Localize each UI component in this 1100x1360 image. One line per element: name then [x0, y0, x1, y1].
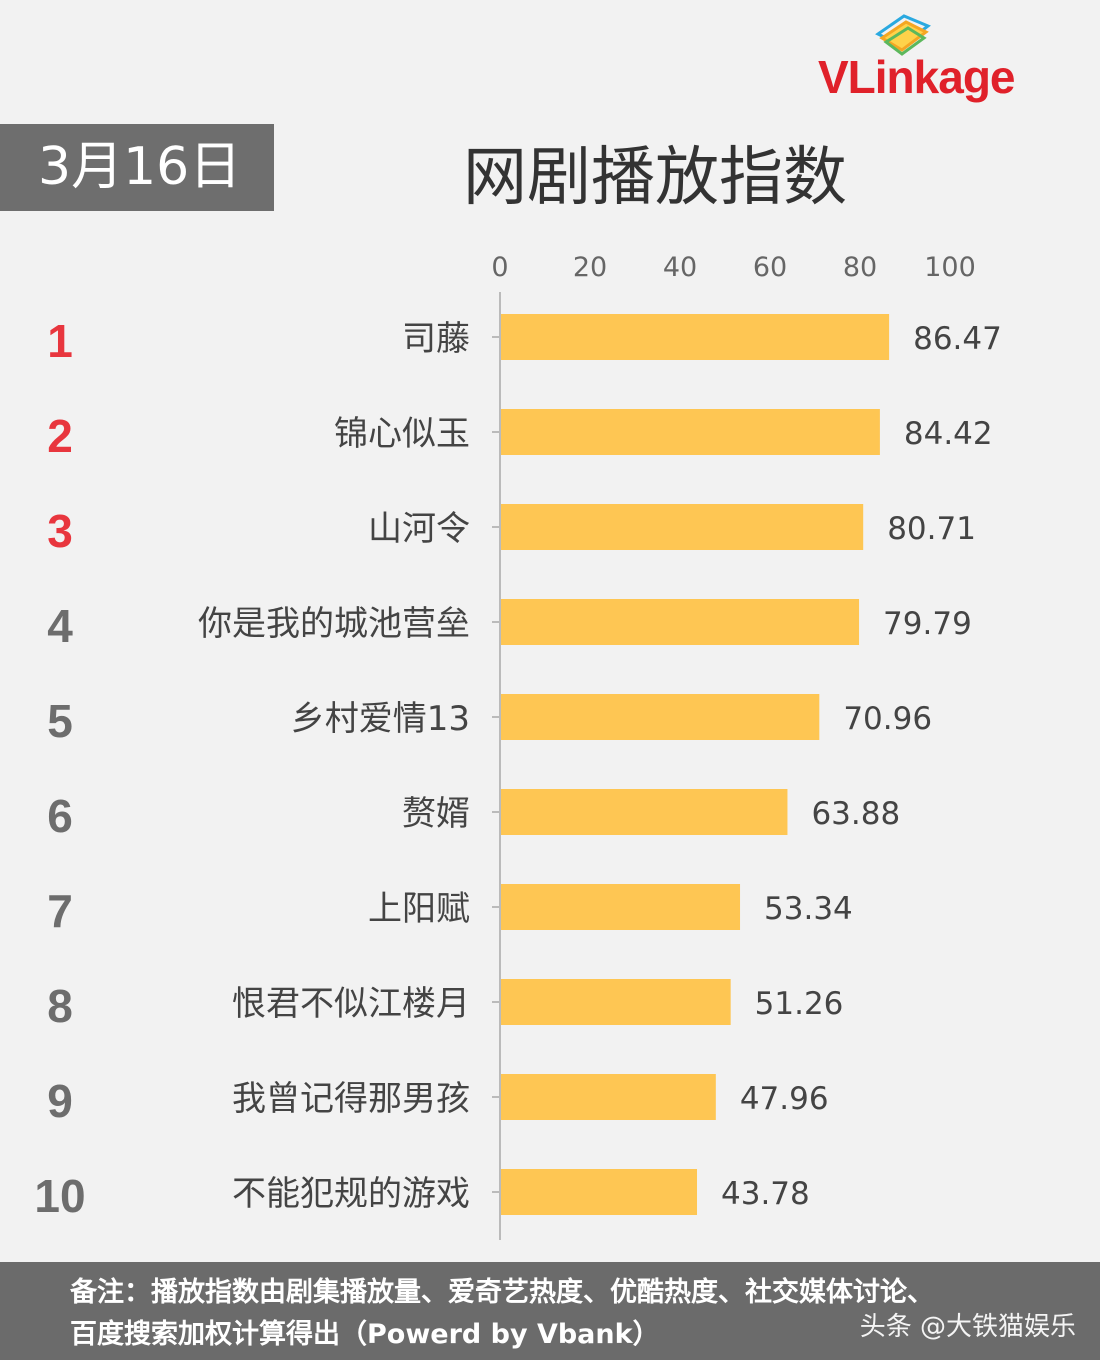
bar — [501, 1074, 716, 1120]
value-label: 86.47 — [913, 321, 1002, 357]
category-label: 乡村爱情13 — [291, 699, 470, 739]
category-label: 不能犯规的游戏 — [232, 1174, 470, 1214]
category-label: 赘婿 — [402, 794, 470, 834]
x-tick-label: 0 — [491, 252, 508, 283]
bar — [501, 409, 880, 455]
value-label: 70.96 — [843, 701, 932, 737]
bar — [501, 884, 741, 930]
x-tick-label: 60 — [753, 252, 787, 283]
rank-number: 7 — [47, 885, 73, 937]
footer-note-line-2: 百度搜索加权计算得出（Powerd by Vbank） — [70, 1319, 660, 1350]
rank-number: 10 — [34, 1170, 85, 1222]
value-label: 51.26 — [755, 986, 844, 1022]
bar-chart: 0 20 40 60 80 100 1 司藤 86.47 2 锦心似玉 84.42 3 山河令 80.71 4… — [34, 252, 1002, 1240]
bar — [501, 789, 788, 835]
category-label: 恨君不似江楼月 — [232, 984, 470, 1024]
category-label: 锦心似玉 — [334, 414, 470, 454]
value-label: 84.42 — [904, 416, 993, 452]
rank-number: 3 — [47, 505, 73, 557]
bar — [501, 504, 864, 550]
bar — [501, 979, 731, 1025]
value-label: 43.78 — [721, 1176, 810, 1212]
x-tick-label: 40 — [663, 252, 697, 283]
bar — [501, 599, 860, 645]
page-title: 网剧播放指数 — [463, 141, 847, 215]
vlinkage-logo: VLinkage — [818, 12, 1068, 108]
value-label: 63.88 — [811, 796, 900, 832]
watermark: 头条 @大铁猫娱乐 — [859, 1312, 1076, 1342]
category-label: 司藤 — [402, 319, 470, 359]
x-tick-label: 20 — [573, 252, 607, 283]
category-label: 你是我的城池营垒 — [198, 604, 470, 644]
category-label: 山河令 — [368, 509, 470, 549]
x-tick-label: 80 — [843, 252, 877, 283]
value-label: 47.96 — [740, 1081, 829, 1117]
rank-number: 8 — [47, 980, 73, 1032]
bar — [501, 694, 820, 740]
footer-note-bar: 备注：播放指数由剧集播放量、爱奇艺热度、优酷热度、社交媒体讨论、 百度搜索加权计… — [0, 1262, 1100, 1360]
x-tick-label: 100 — [924, 252, 976, 283]
value-label: 53.34 — [764, 891, 853, 927]
category-label: 上阳赋 — [368, 889, 470, 929]
category-label: 我曾记得那男孩 — [232, 1079, 470, 1119]
rank-number: 6 — [47, 790, 73, 842]
date-badge: 3月16日 — [0, 124, 274, 211]
rank-number: 5 — [47, 695, 73, 747]
footer-note: 备注：播放指数由剧集播放量、爱奇艺热度、优酷热度、社交媒体讨论、 百度搜索加权计… — [70, 1272, 1050, 1356]
logo-text: VLinkage — [818, 51, 1016, 103]
value-label: 80.71 — [887, 511, 976, 547]
rank-number: 2 — [47, 410, 73, 462]
logo-frames-icon — [875, 14, 931, 56]
bar — [501, 1169, 698, 1215]
rank-number: 4 — [47, 600, 73, 652]
rank-number: 9 — [47, 1075, 73, 1127]
bar — [501, 314, 890, 360]
value-label: 79.79 — [883, 606, 972, 642]
rank-number: 1 — [47, 315, 73, 367]
footer-note-line-1: 备注：播放指数由剧集播放量、爱奇艺热度、优酷热度、社交媒体讨论、 — [70, 1277, 934, 1308]
